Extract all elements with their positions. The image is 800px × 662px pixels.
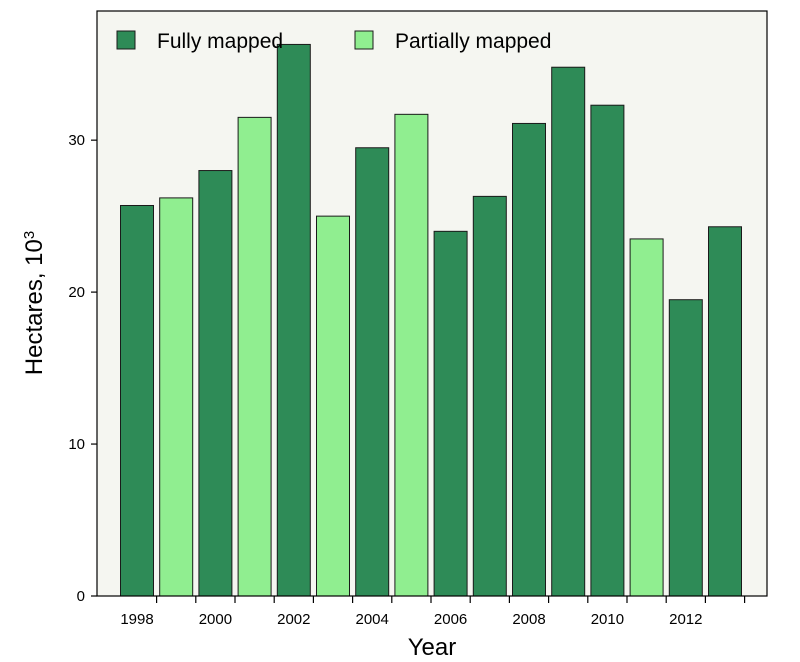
- bar-1998: [120, 204, 154, 597]
- y-axis-label-text: Hectares, 10: [21, 239, 48, 375]
- bar-2005: [394, 113, 429, 597]
- x-tick-label-2006: 2006: [434, 611, 467, 628]
- legend-label-0: Fully mapped: [157, 30, 283, 53]
- x-axis: 1998 2000 2002 2004 2006 2008 2010 2012: [120, 596, 746, 628]
- bar-2004: [355, 147, 390, 597]
- x-tick-label-2010: 2010: [591, 611, 624, 628]
- bar-2002: [276, 43, 311, 597]
- bar-2001: [237, 116, 272, 597]
- y-axis-label: Hectares, 103: [21, 231, 49, 375]
- bar-2010: [590, 104, 625, 597]
- legend-label-1: Partially mapped: [395, 30, 551, 53]
- bar-2007: [472, 195, 507, 597]
- bar-2006: [433, 230, 468, 597]
- y-tick-label-10: 10: [68, 436, 85, 453]
- x-tick-label-2008: 2008: [512, 611, 545, 628]
- bar-2000: [198, 170, 233, 597]
- x-tick-label-1998: 1998: [120, 611, 153, 628]
- y-tick-label-30: 30: [68, 132, 85, 149]
- x-tick-label-2002: 2002: [277, 611, 310, 628]
- y-tick-label-20: 20: [68, 284, 85, 301]
- bar-2003: [316, 215, 350, 597]
- bar-2013: [708, 226, 742, 597]
- legend-swatch-0: [116, 30, 136, 50]
- plot-area: [97, 11, 767, 596]
- bar-2012: [668, 299, 703, 597]
- legend-swatch-1: [354, 30, 374, 50]
- bar-2009: [551, 66, 586, 597]
- x-axis-label: Year: [408, 634, 457, 661]
- bar-2011: [629, 238, 664, 597]
- plot-frame: [96, 10, 768, 597]
- legend: Fully mapped Partially mapped: [116, 30, 551, 53]
- x-tick-label-2000: 2000: [199, 611, 232, 628]
- y-axis-label-superscript: 3: [21, 231, 38, 239]
- y-tick-label-0: 0: [77, 588, 85, 605]
- bars-group: [120, 43, 742, 597]
- bar-1999: [159, 197, 194, 597]
- bar-2008: [512, 122, 546, 597]
- y-axis: 0 10 20 30: [68, 132, 97, 605]
- x-tick-label-2004: 2004: [356, 611, 389, 628]
- x-tick-label-2012: 2012: [669, 611, 702, 628]
